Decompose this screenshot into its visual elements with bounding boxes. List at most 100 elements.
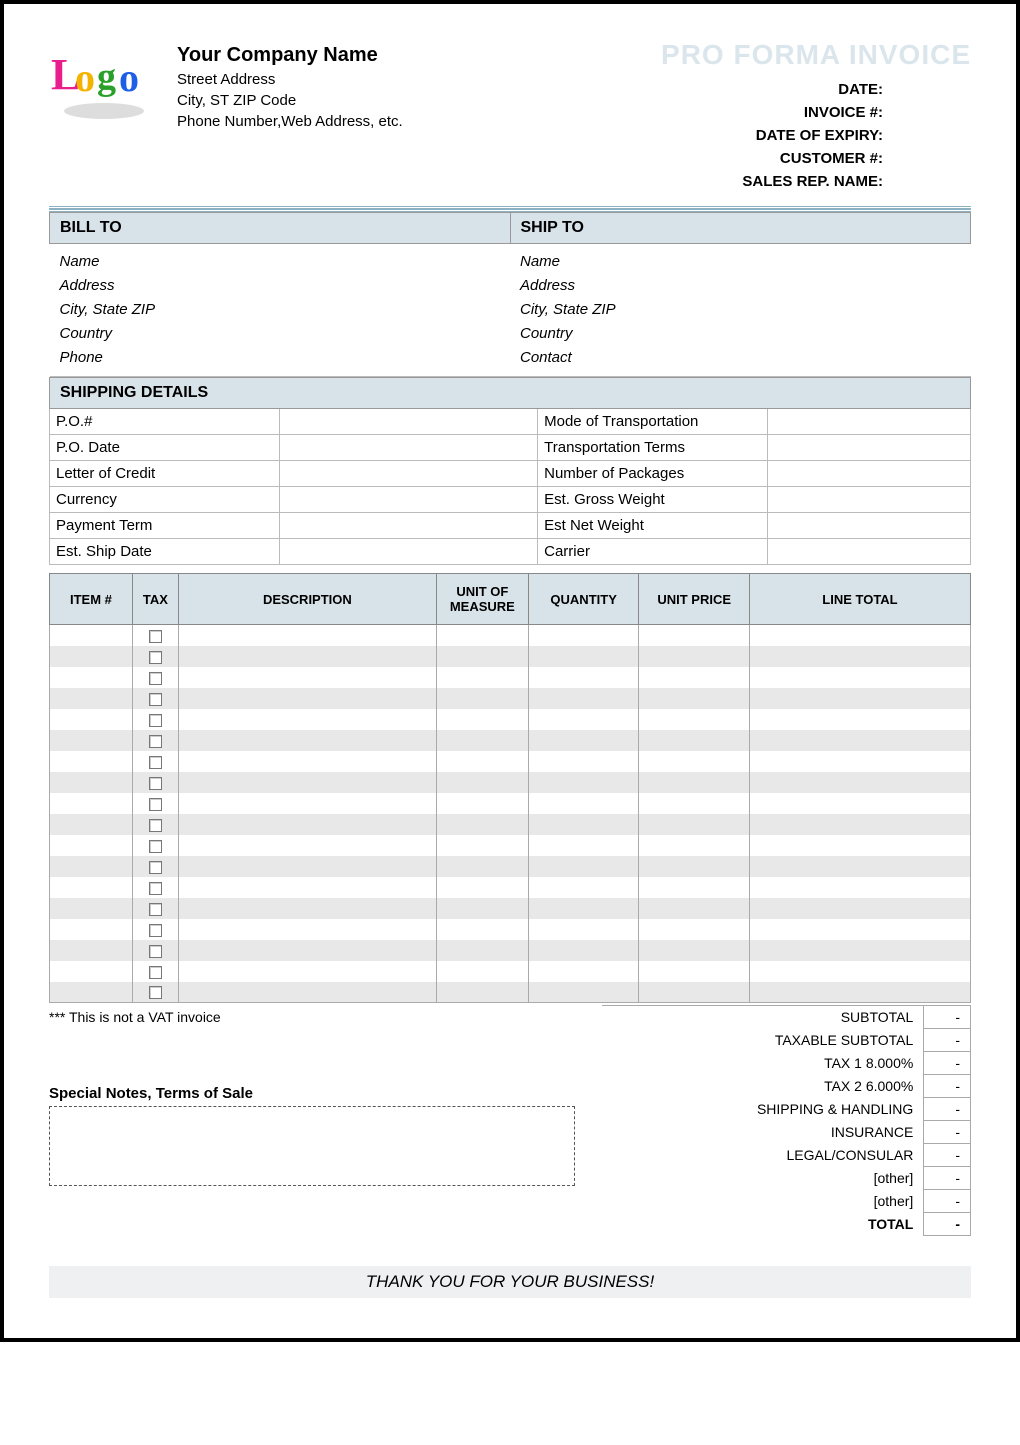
cell-qty[interactable] <box>528 877 639 898</box>
cell-price[interactable] <box>639 688 750 709</box>
cell-uom[interactable] <box>436 688 528 709</box>
tax-checkbox-icon[interactable] <box>149 819 162 832</box>
tax-checkbox-icon[interactable] <box>149 840 162 853</box>
cell-tax[interactable] <box>132 835 178 856</box>
cell-tax[interactable] <box>132 856 178 877</box>
cell-desc[interactable] <box>178 919 436 940</box>
cell-tax[interactable] <box>132 688 178 709</box>
cell-desc[interactable] <box>178 688 436 709</box>
cell-qty[interactable] <box>528 646 639 667</box>
cell-uom[interactable] <box>436 625 528 646</box>
tax-checkbox-icon[interactable] <box>149 882 162 895</box>
cell-uom[interactable] <box>436 856 528 877</box>
cell-uom[interactable] <box>436 919 528 940</box>
cell-tax[interactable] <box>132 709 178 730</box>
cell-desc[interactable] <box>178 646 436 667</box>
cell-tax[interactable] <box>132 940 178 961</box>
cell-uom[interactable] <box>436 940 528 961</box>
cell-price[interactable] <box>639 898 750 919</box>
cell-uom[interactable] <box>436 814 528 835</box>
ship-right-value[interactable] <box>768 513 971 539</box>
cell-tax[interactable] <box>132 793 178 814</box>
tax-checkbox-icon[interactable] <box>149 777 162 790</box>
cell-qty[interactable] <box>528 961 639 982</box>
cell-desc[interactable] <box>178 667 436 688</box>
ship-right-value[interactable] <box>768 487 971 513</box>
tax-checkbox-icon[interactable] <box>149 693 162 706</box>
cell-qty[interactable] <box>528 898 639 919</box>
ship-left-value[interactable] <box>280 409 538 435</box>
cell-price[interactable] <box>639 772 750 793</box>
cell-price[interactable] <box>639 835 750 856</box>
cell-desc[interactable] <box>178 730 436 751</box>
cell-item[interactable] <box>50 835 133 856</box>
cell-uom[interactable] <box>436 835 528 856</box>
cell-item[interactable] <box>50 688 133 709</box>
cell-uom[interactable] <box>436 667 528 688</box>
cell-item[interactable] <box>50 625 133 646</box>
cell-item[interactable] <box>50 814 133 835</box>
cell-item[interactable] <box>50 646 133 667</box>
cell-tax[interactable] <box>132 751 178 772</box>
cell-tax[interactable] <box>132 877 178 898</box>
cell-price[interactable] <box>639 646 750 667</box>
cell-uom[interactable] <box>436 772 528 793</box>
ship-left-value[interactable] <box>280 435 538 461</box>
cell-desc[interactable] <box>178 709 436 730</box>
tax-checkbox-icon[interactable] <box>149 903 162 916</box>
cell-tax[interactable] <box>132 646 178 667</box>
cell-price[interactable] <box>639 982 750 1003</box>
cell-qty[interactable] <box>528 982 639 1003</box>
cell-price[interactable] <box>639 625 750 646</box>
cell-desc[interactable] <box>178 982 436 1003</box>
cell-item[interactable] <box>50 772 133 793</box>
cell-price[interactable] <box>639 667 750 688</box>
cell-tax[interactable] <box>132 814 178 835</box>
cell-item[interactable] <box>50 730 133 751</box>
cell-price[interactable] <box>639 940 750 961</box>
cell-item[interactable] <box>50 961 133 982</box>
cell-qty[interactable] <box>528 940 639 961</box>
cell-qty[interactable] <box>528 814 639 835</box>
special-notes-box[interactable] <box>49 1106 575 1186</box>
cell-qty[interactable] <box>528 856 639 877</box>
cell-uom[interactable] <box>436 646 528 667</box>
cell-price[interactable] <box>639 877 750 898</box>
ship-left-value[interactable] <box>280 461 538 487</box>
cell-item[interactable] <box>50 940 133 961</box>
cell-tax[interactable] <box>132 961 178 982</box>
cell-qty[interactable] <box>528 751 639 772</box>
cell-tax[interactable] <box>132 625 178 646</box>
cell-qty[interactable] <box>528 835 639 856</box>
cell-desc[interactable] <box>178 625 436 646</box>
cell-item[interactable] <box>50 856 133 877</box>
tax-checkbox-icon[interactable] <box>149 798 162 811</box>
tax-checkbox-icon[interactable] <box>149 861 162 874</box>
cell-price[interactable] <box>639 814 750 835</box>
cell-tax[interactable] <box>132 919 178 940</box>
cell-uom[interactable] <box>436 730 528 751</box>
cell-qty[interactable] <box>528 793 639 814</box>
cell-qty[interactable] <box>528 625 639 646</box>
ship-left-value[interactable] <box>280 487 538 513</box>
cell-tax[interactable] <box>132 667 178 688</box>
cell-uom[interactable] <box>436 709 528 730</box>
tax-checkbox-icon[interactable] <box>149 756 162 769</box>
ship-right-value[interactable] <box>768 539 971 565</box>
tax-checkbox-icon[interactable] <box>149 714 162 727</box>
cell-desc[interactable] <box>178 961 436 982</box>
cell-tax[interactable] <box>132 730 178 751</box>
cell-tax[interactable] <box>132 982 178 1003</box>
ship-left-value[interactable] <box>280 513 538 539</box>
cell-item[interactable] <box>50 877 133 898</box>
tax-checkbox-icon[interactable] <box>149 672 162 685</box>
cell-uom[interactable] <box>436 898 528 919</box>
cell-uom[interactable] <box>436 793 528 814</box>
cell-qty[interactable] <box>528 772 639 793</box>
cell-desc[interactable] <box>178 940 436 961</box>
cell-item[interactable] <box>50 982 133 1003</box>
tax-checkbox-icon[interactable] <box>149 630 162 643</box>
cell-uom[interactable] <box>436 877 528 898</box>
cell-item[interactable] <box>50 667 133 688</box>
cell-tax[interactable] <box>132 898 178 919</box>
